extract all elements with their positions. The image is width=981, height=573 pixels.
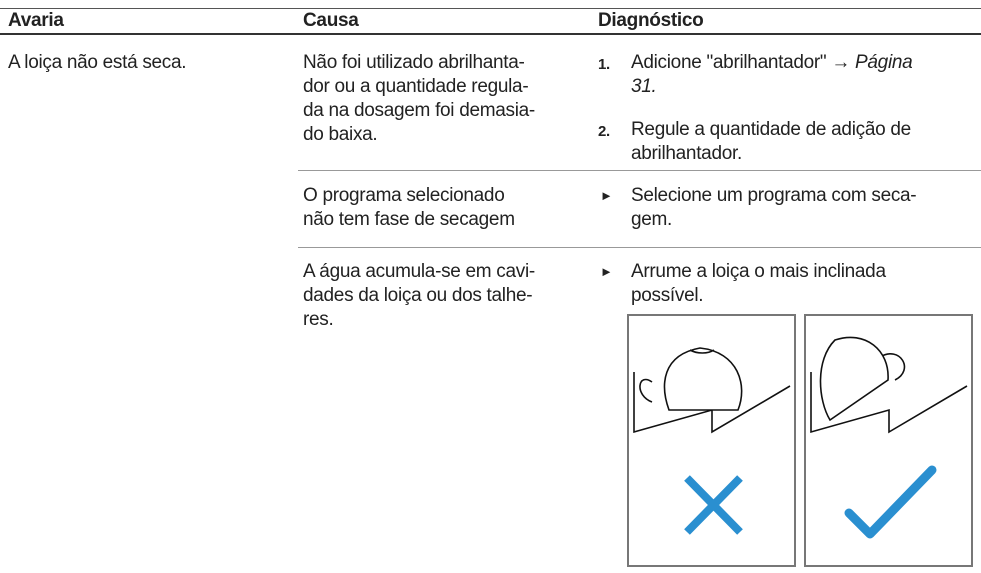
line: res. [303,309,334,330]
row-rule [298,247,981,248]
frame [627,314,796,567]
action: Arrume a loiça o mais inclinada possível… [631,260,886,308]
header-rule [0,33,981,35]
top-rule [0,8,981,9]
cause: A água acumula-se em cavi- dades da loiç… [303,260,535,332]
line: Adicione "abrilhantador" → Página [631,51,913,75]
step-number: 1. [598,56,610,73]
line: Arrume a loiça o mais inclinada [631,261,886,282]
line: possível. [631,285,704,306]
fault: A loiça não está seca. [8,52,187,73]
column-header: Causa [303,10,359,31]
cup [663,347,743,411]
cause: O programa selecionado não tem fase de s… [303,184,515,232]
link: 31. [631,76,657,97]
row-rule [298,170,981,171]
cross [684,475,743,535]
line: não tem fase de secagem [303,209,515,230]
step-number: 2. [598,123,610,140]
line: Regule a quantidade de adição de [631,119,911,140]
bullet: ► [600,264,613,279]
line: A água acumula-se em cavi- [303,261,535,282]
action: Selecione um programa com seca- gem. [631,184,917,232]
frame [804,314,973,567]
line: dades da loiça ou dos talhe- [303,285,533,306]
line: O programa selecionado [303,185,505,206]
step: Regule a quantidade de adição de abrilha… [631,118,911,166]
link: Página [855,52,913,73]
cup [819,336,889,422]
line: abrilhantador. [631,143,742,164]
check [844,465,937,539]
line: dor ou a quantidade regula- [303,76,529,97]
line: Não foi utilizado abrilhanta- [303,52,525,73]
text: Adicione "abrilhantador" → [631,52,851,73]
cup-foot [689,349,715,354]
cup-handle [879,353,906,381]
column-header: Diagnóstico [598,10,704,31]
line: gem. [631,209,673,230]
line: Selecione um programa com seca- [631,185,917,206]
cause: Não foi utilizado abrilhanta- dor ou a q… [303,51,535,147]
line: do baixa. [303,124,378,145]
rack [810,372,968,434]
bullet: ► [600,188,613,203]
cup-handle [639,378,653,403]
line: da na dosagem foi demasia- [303,100,535,121]
column-header: Avaria [8,10,64,31]
line: 31. [631,75,912,99]
step: Adicione "abrilhantador" → Página 31. [631,51,913,99]
